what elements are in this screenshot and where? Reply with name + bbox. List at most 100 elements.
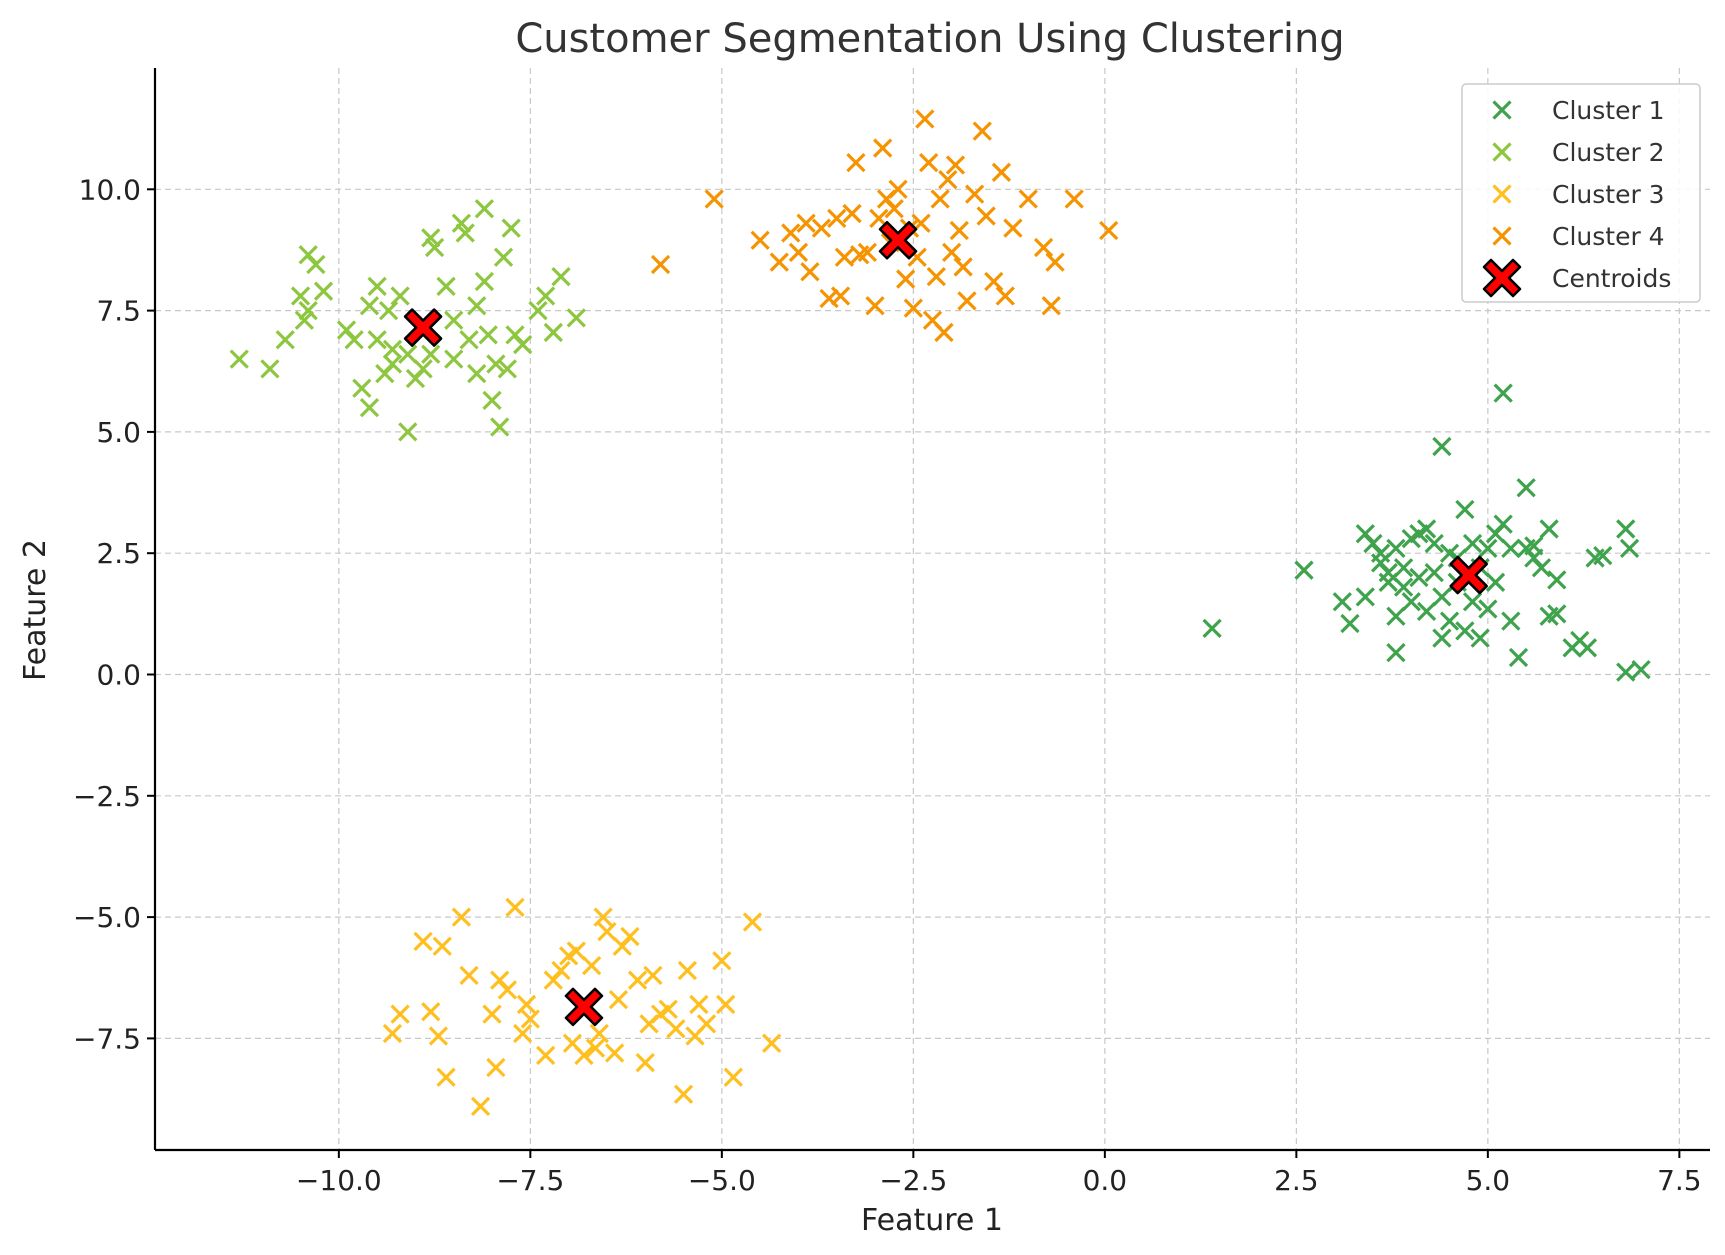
data-point bbox=[421, 344, 441, 364]
data-point bbox=[857, 242, 878, 263]
x-axis-label: Feature 1 bbox=[861, 1203, 1003, 1238]
data-point bbox=[942, 242, 962, 263]
data-point bbox=[497, 980, 517, 1000]
y-tick-label: 5.0 bbox=[96, 416, 141, 449]
data-point bbox=[501, 218, 521, 238]
data-point bbox=[1393, 577, 1414, 597]
data-point bbox=[593, 907, 613, 927]
data-point bbox=[884, 199, 904, 219]
data-point bbox=[1577, 638, 1598, 658]
data-point bbox=[658, 999, 678, 1019]
data-point bbox=[359, 296, 380, 316]
data-point bbox=[926, 267, 946, 287]
data-point bbox=[934, 322, 954, 343]
centroid-markers bbox=[403, 220, 1489, 1027]
data-points bbox=[229, 109, 1651, 1116]
x-axis-ticks: −10.0 −7.5 −5.0 −2.5 0.0 2.5 5.0 7.5 bbox=[296, 1150, 1702, 1197]
data-point bbox=[1401, 592, 1421, 612]
data-point bbox=[865, 296, 885, 316]
data-point bbox=[597, 922, 617, 942]
data-point bbox=[984, 271, 1004, 292]
legend-label: Centroids bbox=[1552, 264, 1671, 293]
data-point bbox=[1424, 562, 1444, 583]
data-point bbox=[796, 213, 816, 233]
centroid-marker bbox=[878, 220, 918, 260]
legend-label: Cluster 1 bbox=[1552, 96, 1665, 125]
data-point bbox=[536, 1045, 556, 1066]
data-point bbox=[467, 296, 487, 316]
data-point bbox=[716, 994, 736, 1015]
data-point bbox=[455, 223, 475, 243]
data-point bbox=[1455, 499, 1475, 520]
data-point bbox=[359, 398, 380, 418]
data-point bbox=[750, 230, 770, 250]
data-point bbox=[513, 334, 533, 355]
data-point bbox=[830, 286, 851, 306]
data-point bbox=[1485, 572, 1506, 592]
data-point bbox=[976, 206, 996, 226]
data-point bbox=[938, 169, 958, 190]
data-point bbox=[1393, 558, 1414, 578]
data-point bbox=[827, 208, 847, 229]
data-point bbox=[581, 955, 602, 976]
data-point bbox=[424, 237, 445, 258]
x-tick-label: −2.5 bbox=[879, 1164, 947, 1197]
chart-title: Customer Segmentation Using Clustering bbox=[515, 16, 1344, 62]
data-point bbox=[551, 960, 571, 981]
data-point bbox=[379, 300, 399, 321]
data-point bbox=[574, 1045, 594, 1066]
data-point bbox=[723, 1067, 743, 1087]
data-point bbox=[451, 907, 472, 927]
data-point bbox=[930, 189, 950, 209]
data-point bbox=[888, 179, 908, 199]
data-point bbox=[919, 152, 939, 173]
y-tick-label: 0.0 bbox=[96, 659, 141, 692]
data-point bbox=[896, 269, 916, 289]
legend-marker bbox=[1492, 226, 1512, 246]
data-point bbox=[1416, 519, 1437, 539]
data-point bbox=[382, 354, 403, 374]
data-point bbox=[1462, 533, 1483, 554]
data-point bbox=[1409, 567, 1429, 588]
data-point bbox=[536, 286, 556, 306]
data-point bbox=[650, 254, 671, 275]
data-point bbox=[1202, 618, 1222, 639]
data-point bbox=[742, 912, 763, 932]
legend-marker bbox=[1492, 142, 1512, 162]
data-point bbox=[344, 330, 364, 350]
data-point bbox=[390, 1004, 410, 1024]
data-point bbox=[298, 300, 318, 321]
data-point bbox=[1378, 562, 1398, 583]
data-point bbox=[673, 1084, 694, 1104]
data-point bbox=[497, 359, 517, 379]
data-point bbox=[1439, 611, 1460, 631]
legend-marker bbox=[1492, 184, 1512, 204]
x-tick-label: −10.0 bbox=[296, 1164, 382, 1197]
x-tick-label: 2.5 bbox=[1274, 1164, 1319, 1197]
data-point bbox=[1003, 218, 1023, 238]
data-point bbox=[643, 965, 663, 985]
data-point bbox=[306, 254, 326, 275]
x-tick-label: −5.0 bbox=[688, 1164, 756, 1197]
data-point bbox=[482, 390, 502, 410]
axes bbox=[153, 68, 1710, 1152]
data-point bbox=[604, 1043, 625, 1063]
data-point bbox=[1531, 558, 1552, 578]
data-point bbox=[1294, 560, 1314, 580]
data-point bbox=[1018, 189, 1038, 209]
data-point bbox=[1340, 613, 1360, 634]
data-point bbox=[1432, 436, 1452, 457]
y-tick-label: −5.0 bbox=[73, 901, 141, 934]
data-point bbox=[704, 189, 724, 209]
data-point bbox=[470, 1096, 491, 1116]
data-point bbox=[436, 1067, 456, 1087]
data-point bbox=[800, 262, 820, 282]
data-point bbox=[1033, 237, 1054, 258]
data-point bbox=[842, 203, 862, 224]
legend-marker bbox=[1492, 100, 1512, 120]
x-tick-label: 0.0 bbox=[1083, 1164, 1128, 1197]
data-point bbox=[846, 152, 866, 173]
data-point bbox=[313, 281, 334, 301]
data-point bbox=[964, 184, 985, 204]
